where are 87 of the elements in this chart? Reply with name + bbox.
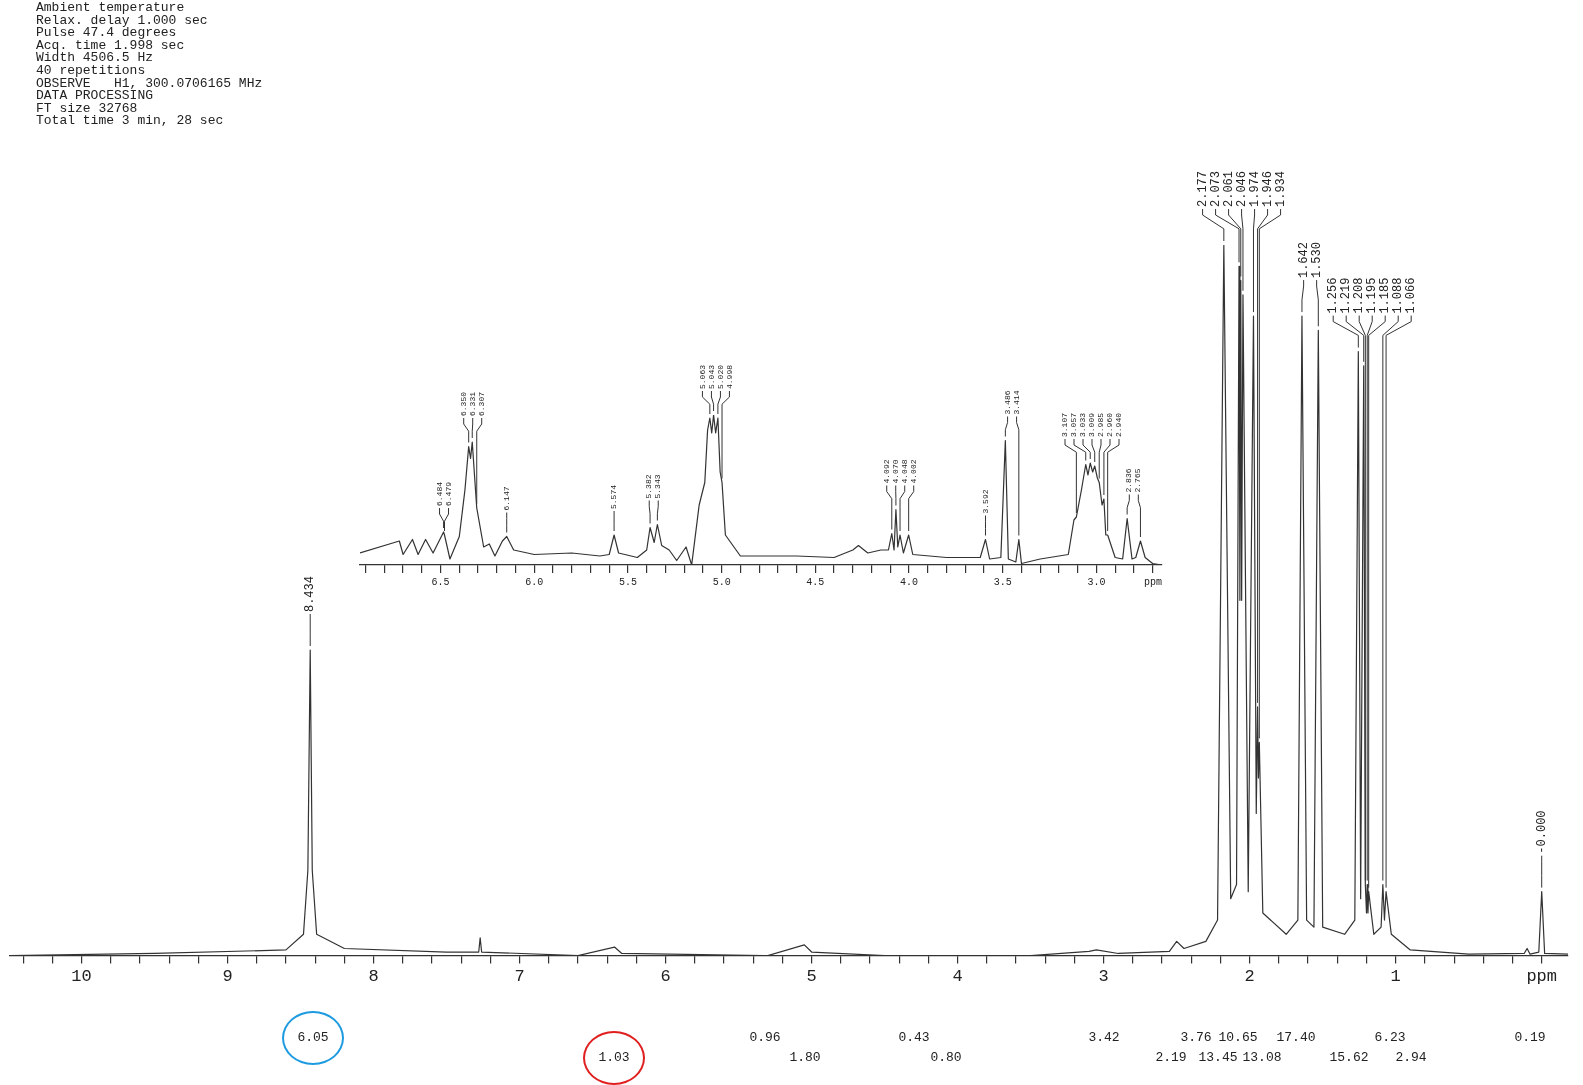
text: Ambient temperature <box>36 0 186 15</box>
annotation: 1.195 <box>1365 277 1380 314</box>
text: 0.19 <box>1514 1029 1546 1045</box>
x-tick-label: 3 <box>1098 967 1109 987</box>
annotation: 5.574 <box>609 484 619 509</box>
annotation: -0.000 <box>1534 810 1549 854</box>
x-tick-label: 2 <box>1244 967 1255 987</box>
annotation: 2.046 <box>1234 170 1249 207</box>
x-tick-label: 6.5 <box>431 576 450 588</box>
x-tick-label: 4 <box>952 967 963 987</box>
annotation: 4.998 <box>724 364 734 389</box>
text: 0.43 <box>898 1029 930 1045</box>
annotation: 6.331 <box>467 391 477 416</box>
annotation: 1.642 <box>1296 242 1311 279</box>
x-tick-label: 4.5 <box>806 576 825 588</box>
annotation: 3.107 <box>1060 412 1070 437</box>
annotation: 3.592 <box>980 489 990 514</box>
annotation: 5.043 <box>706 364 716 389</box>
annotation: 6.479 <box>443 481 453 506</box>
annotation: 2.836 <box>1124 468 1134 493</box>
text: 1.80 <box>789 1049 821 1065</box>
annotation: 2.960 <box>1105 412 1115 437</box>
x-tick-label: 5.0 <box>712 576 731 588</box>
annotation: 2.940 <box>1114 412 1124 437</box>
annotation: 1.530 <box>1309 242 1324 279</box>
x-tick-label: 6 <box>660 967 671 987</box>
annotation: 8.434 <box>303 576 318 613</box>
text: Relax. delay 1.000 sec <box>36 12 209 28</box>
x-tick-label: 3.5 <box>993 576 1012 588</box>
x-tick-label: 4.0 <box>900 576 919 588</box>
text: 13.08 <box>1242 1049 1282 1065</box>
x-tick-label: 10 <box>71 967 92 987</box>
text: 13.45 <box>1198 1049 1238 1065</box>
text: 3.76 <box>1180 1029 1212 1045</box>
annotation: 1.066 <box>1404 277 1419 314</box>
annotation: 1.185 <box>1378 277 1393 314</box>
annotation: 1.946 <box>1260 170 1275 207</box>
annotation: 6.147 <box>501 486 511 511</box>
annotation: 4.092 <box>881 459 891 484</box>
annotation: 3.057 <box>1069 412 1079 437</box>
text: Total time 3 min, 28 sec <box>36 113 225 129</box>
annotation: 5.020 <box>715 364 725 389</box>
annotation: 2.985 <box>1096 412 1106 437</box>
annotation: 3.486 <box>1002 390 1012 415</box>
annotation: 1.974 <box>1247 170 1262 207</box>
annotation: 1.088 <box>1391 277 1406 314</box>
x-tick-label: 6.0 <box>525 576 544 588</box>
annotation: 4.048 <box>899 459 909 484</box>
annotation: 3.009 <box>1087 412 1097 437</box>
x-tick-label: ppm <box>1526 967 1558 987</box>
annotation: 6.484 <box>434 481 444 506</box>
annotation: 1.219 <box>1339 277 1354 314</box>
text: 6.05 <box>297 1029 329 1045</box>
text: 1.03 <box>598 1049 630 1065</box>
x-tick-label: 7 <box>514 967 525 987</box>
annotation: 1.208 <box>1352 277 1367 314</box>
annotation: 2.061 <box>1221 170 1236 207</box>
x-tick-label: 9 <box>222 967 233 987</box>
annotation: 4.002 <box>908 459 918 484</box>
annotation: 3.033 <box>1078 412 1088 437</box>
x-tick-label: 8 <box>368 967 379 987</box>
text: OBSERVE H1, 300.0706165 MHz <box>36 75 263 91</box>
annotation: 5.382 <box>644 474 654 499</box>
annotation: 1.934 <box>1273 170 1288 207</box>
text: 2.94 <box>1395 1049 1427 1065</box>
text: 3.42 <box>1088 1029 1120 1045</box>
x-tick-label: 3.0 <box>1087 576 1106 588</box>
x-tick-label: 5.5 <box>618 576 637 588</box>
annotation: 2.073 <box>1208 170 1223 207</box>
text: 0.80 <box>930 1049 962 1065</box>
text: 15.62 <box>1329 1049 1369 1065</box>
annotation: 5.063 <box>697 364 707 389</box>
text: 0.96 <box>749 1029 781 1045</box>
annotation: 2.177 <box>1195 170 1210 207</box>
x-tick-label: 5 <box>806 967 817 987</box>
annotation: 3.414 <box>1011 390 1021 415</box>
text: 17.40 <box>1276 1029 1316 1045</box>
annotation: 6.307 <box>476 391 486 416</box>
annotation: 6.350 <box>458 391 468 416</box>
text: 6.23 <box>1374 1029 1406 1045</box>
text: 2.19 <box>1155 1049 1187 1065</box>
text: 10.65 <box>1218 1029 1258 1045</box>
annotation: 1.256 <box>1326 277 1341 314</box>
annotation: 2.765 <box>1133 468 1143 493</box>
annotation: 4.070 <box>890 459 900 484</box>
x-tick-label: 1 <box>1390 967 1401 987</box>
annotation: 5.343 <box>653 474 663 499</box>
